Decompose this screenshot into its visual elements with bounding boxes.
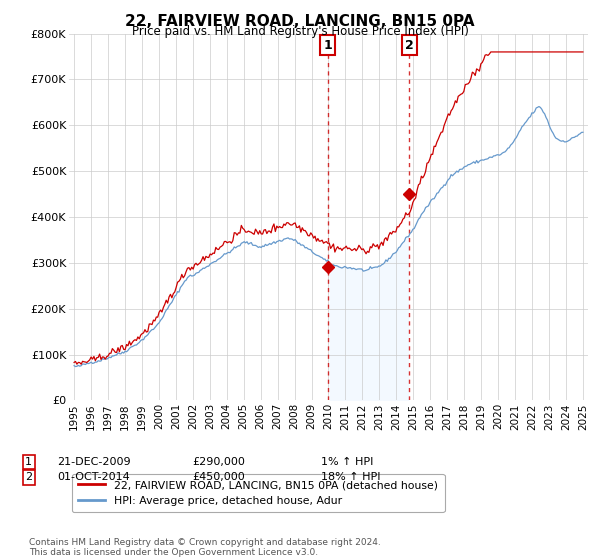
Text: 18% ↑ HPI: 18% ↑ HPI: [321, 472, 380, 482]
Text: 01-OCT-2014: 01-OCT-2014: [57, 472, 130, 482]
Text: 21-DEC-2009: 21-DEC-2009: [57, 457, 131, 467]
Text: Price paid vs. HM Land Registry's House Price Index (HPI): Price paid vs. HM Land Registry's House …: [131, 25, 469, 38]
Text: £290,000: £290,000: [192, 457, 245, 467]
Text: 1: 1: [323, 39, 332, 52]
Text: 2: 2: [404, 39, 413, 52]
Text: 1: 1: [25, 457, 32, 467]
Text: Contains HM Land Registry data © Crown copyright and database right 2024.
This d: Contains HM Land Registry data © Crown c…: [29, 538, 380, 557]
Text: 1% ↑ HPI: 1% ↑ HPI: [321, 457, 373, 467]
Text: 22, FAIRVIEW ROAD, LANCING, BN15 0PA: 22, FAIRVIEW ROAD, LANCING, BN15 0PA: [125, 14, 475, 29]
Text: 2: 2: [25, 472, 32, 482]
Text: £450,000: £450,000: [192, 472, 245, 482]
Legend: 22, FAIRVIEW ROAD, LANCING, BN15 0PA (detached house), HPI: Average price, detac: 22, FAIRVIEW ROAD, LANCING, BN15 0PA (de…: [72, 474, 445, 512]
